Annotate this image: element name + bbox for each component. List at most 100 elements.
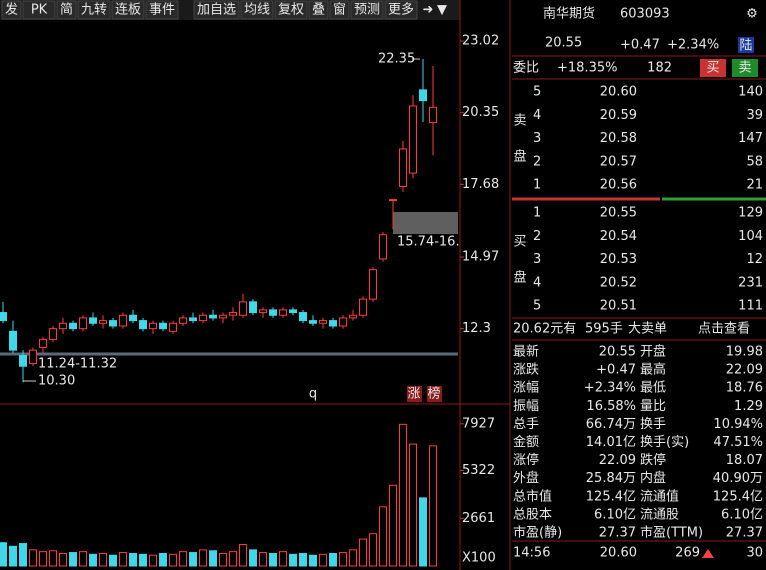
candle-body bbox=[119, 314, 127, 327]
toolbar-button[interactable]: 事件 bbox=[149, 3, 175, 18]
tick-volume: 269 bbox=[675, 546, 700, 561]
buy-button-bg[interactable] bbox=[700, 59, 726, 77]
connect-tag: 陆 bbox=[739, 38, 752, 54]
book-volume: 58 bbox=[746, 154, 763, 169]
toolbar-button-bg[interactable] bbox=[308, 0, 329, 20]
stat-value: 20.55 bbox=[599, 345, 636, 360]
chart-marker[interactable]: 涨 bbox=[407, 387, 420, 402]
book-level: 5 bbox=[533, 85, 541, 100]
sell-button-bg[interactable] bbox=[732, 59, 758, 77]
volume-bar bbox=[129, 552, 137, 567]
toolbar-button-bg[interactable] bbox=[111, 0, 145, 20]
toolbar-button-bg[interactable] bbox=[193, 0, 240, 20]
candle-body bbox=[359, 298, 367, 316]
y-tick-label: 14.97 bbox=[462, 250, 499, 265]
buy-button[interactable]: 买 bbox=[706, 61, 719, 76]
toolbar-button[interactable]: 窗 bbox=[333, 2, 346, 18]
low-label: 10.30 bbox=[38, 374, 75, 389]
book-level: 2 bbox=[533, 229, 541, 244]
volume-bar bbox=[239, 543, 247, 567]
candle-body bbox=[269, 309, 277, 316]
toolbar-button-bg[interactable] bbox=[56, 0, 77, 20]
toolbar-button[interactable]: 简 bbox=[60, 2, 73, 18]
volume-bar bbox=[229, 551, 237, 567]
book-volume: 21 bbox=[746, 178, 763, 193]
candle-body bbox=[99, 320, 107, 324]
volume-bar bbox=[179, 551, 187, 567]
book-volume: 147 bbox=[738, 131, 763, 146]
toolbar-button-bg[interactable] bbox=[350, 0, 384, 20]
book-price: 20.52 bbox=[600, 275, 637, 290]
volume-bar bbox=[0, 542, 7, 567]
book-level: 4 bbox=[533, 108, 541, 123]
volume-bar bbox=[349, 549, 357, 567]
stat-label: 流通值 bbox=[640, 488, 679, 504]
chart-marker[interactable]: 榜 bbox=[427, 386, 440, 402]
stat-value: 25.84万 bbox=[586, 471, 636, 486]
stat-label: 换手 bbox=[640, 417, 666, 432]
toolbar-button[interactable]: 九转 bbox=[81, 3, 107, 18]
book-price: 20.57 bbox=[600, 154, 637, 169]
toolbar-button[interactable]: 均线 bbox=[244, 3, 270, 18]
candle-body bbox=[139, 320, 147, 330]
side-label: 盘 bbox=[513, 270, 526, 286]
big-order-text[interactable]: 点击查看 bbox=[698, 321, 750, 337]
stat-label: 金额 bbox=[513, 434, 539, 450]
candle-body bbox=[199, 314, 207, 322]
toolbar-button-bg[interactable] bbox=[1, 0, 22, 20]
book-volume: 140 bbox=[738, 85, 763, 100]
toolbar-button[interactable]: PK bbox=[31, 3, 48, 18]
toolbar-button-bg[interactable] bbox=[240, 0, 274, 20]
stat-value: 6.10亿 bbox=[721, 507, 763, 522]
stat-label: 总手 bbox=[513, 417, 539, 432]
candle-body bbox=[59, 322, 67, 330]
stat-label: 振幅 bbox=[513, 399, 539, 414]
book-price: 20.54 bbox=[600, 229, 637, 244]
toolbar-button[interactable]: 发 bbox=[5, 2, 18, 18]
toolbar-button-bg[interactable] bbox=[22, 0, 56, 20]
stat-value: 66.74万 bbox=[586, 417, 636, 432]
stock-code: 603093 bbox=[620, 7, 670, 22]
stat-value: 18.76 bbox=[726, 381, 763, 396]
candle-body bbox=[369, 269, 377, 300]
badge-bg bbox=[427, 386, 442, 402]
toolbar-button[interactable]: 预测 bbox=[354, 3, 380, 18]
toolbar-button-bg[interactable] bbox=[384, 0, 418, 20]
toolbar-button[interactable]: 连板 bbox=[115, 2, 141, 18]
toolbar-icon[interactable]: ➜ bbox=[423, 3, 434, 18]
toolbar-button[interactable]: 叠 bbox=[312, 3, 325, 18]
toolbar-button-bg[interactable] bbox=[329, 0, 350, 20]
book-volume: 111 bbox=[738, 299, 763, 314]
sell-button[interactable]: 卖 bbox=[738, 61, 751, 76]
settings-icon[interactable]: ⚙ bbox=[746, 7, 758, 22]
stat-label: 总股本 bbox=[513, 507, 552, 522]
candle-body bbox=[219, 314, 227, 319]
last-price: 20.55 bbox=[545, 36, 582, 51]
toolbar-button-bg[interactable] bbox=[145, 0, 179, 20]
stat-value: +0.47 bbox=[596, 363, 636, 378]
candle-body bbox=[419, 89, 427, 102]
toolbar-button[interactable]: 更多 bbox=[388, 2, 414, 18]
candle-body bbox=[249, 301, 257, 314]
stat-label: 市盈(静) bbox=[513, 525, 562, 541]
stat-value: 22.09 bbox=[599, 453, 636, 468]
candle-body bbox=[29, 349, 37, 365]
volume-bar bbox=[269, 552, 277, 567]
toolbar-button-bg[interactable] bbox=[274, 0, 308, 20]
toolbar-button-bg[interactable] bbox=[77, 0, 111, 20]
toolbar-icon[interactable]: ▼ bbox=[437, 3, 447, 18]
volume-bar bbox=[409, 443, 417, 567]
book-volume: 39 bbox=[746, 108, 763, 123]
stat-label: 市盈(TTM) bbox=[640, 525, 703, 541]
stat-value: 10.94% bbox=[713, 417, 763, 432]
volume-bar bbox=[429, 445, 437, 567]
stat-value: 14.01亿 bbox=[586, 435, 636, 450]
toolbar-button[interactable]: 加自选 bbox=[197, 3, 236, 18]
chart-marker[interactable]: q bbox=[309, 387, 317, 402]
volume-bar bbox=[319, 553, 327, 567]
volume-bar bbox=[219, 552, 227, 567]
range-box bbox=[393, 212, 458, 234]
toolbar-button[interactable]: 复权 bbox=[278, 2, 304, 18]
candle-body bbox=[309, 320, 317, 324]
